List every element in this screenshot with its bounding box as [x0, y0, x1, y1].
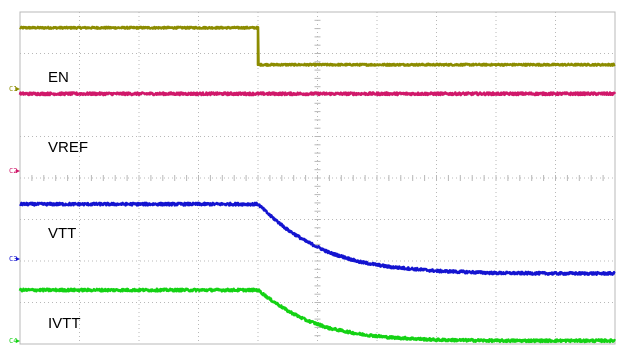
channel-marker-arrow [16, 339, 20, 343]
channel-marker-ivtt: C4 [9, 337, 17, 345]
trace-vref [18, 91, 617, 97]
channel-marker-arrow [16, 257, 20, 261]
channel-marker-vref: C2 [9, 167, 17, 175]
waveform-traces [18, 25, 617, 344]
trace-ivtt [18, 287, 617, 344]
trace-vtt [18, 201, 616, 276]
trace-en [19, 25, 616, 67]
channel-marker-en: C1 [9, 85, 17, 93]
trace-label-en: EN [48, 69, 69, 86]
channel-marker-vtt: C3 [9, 255, 17, 263]
channel-markers: C1 C2 C3 C4 [9, 85, 20, 345]
trace-label-vtt: VTT [48, 225, 76, 242]
channel-marker-arrow [16, 169, 20, 173]
trace-label-vref: VREF [48, 139, 88, 156]
channel-marker-arrow [16, 87, 20, 91]
trace-label-ivtt: IVTT [48, 315, 81, 332]
